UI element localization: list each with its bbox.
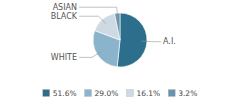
slice-label: BLACK <box>51 12 78 21</box>
slice-label: WHITE <box>51 53 77 62</box>
chart: A.I. WHITE BLACKASIAN 51.6% 29.0% 16.1% 3.2% <box>0 0 240 100</box>
slice-label: ASIAN <box>53 3 77 12</box>
background <box>0 0 240 100</box>
legend-swatch <box>43 90 50 97</box>
pie-slice <box>117 13 147 67</box>
slice-label: A.I. <box>163 37 176 46</box>
legend-label: 16.1% <box>136 89 160 98</box>
pie-slice <box>115 13 120 40</box>
leader-line <box>79 16 106 23</box>
legend-label: 29.0% <box>95 89 119 98</box>
legend-swatch <box>126 90 133 97</box>
pie <box>93 13 147 67</box>
legend-swatch <box>85 90 92 97</box>
legend-label: 51.6% <box>53 89 77 98</box>
leader-line <box>142 41 161 43</box>
pie-slice <box>95 14 120 40</box>
legend: 51.6% 29.0% 16.1% 3.2% <box>43 89 198 98</box>
leader-line <box>79 7 118 18</box>
leader-line <box>79 51 102 57</box>
legend-swatch <box>168 90 175 97</box>
legend-label: 3.2% <box>178 89 197 98</box>
